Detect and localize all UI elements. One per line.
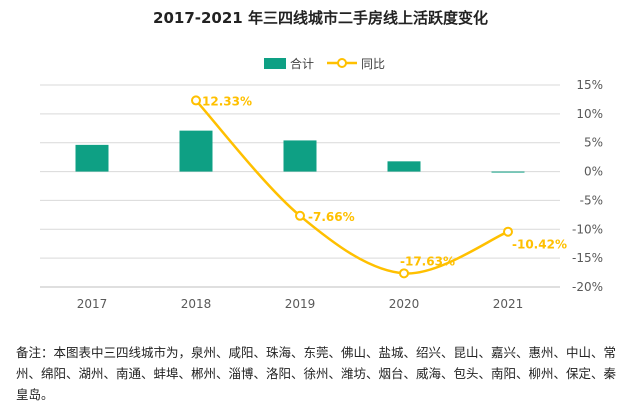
footnote: 备注：本图表中三四线城市为，泉州、咸阳、珠海、东莞、佛山、盐城、绍兴、昆山、嘉兴… — [16, 342, 628, 405]
bar-series — [75, 130, 525, 173]
y-tick-label: 10% — [576, 107, 603, 121]
bar — [387, 161, 421, 172]
x-tick-label: 2020 — [389, 297, 420, 311]
data-label: -10.42% — [512, 238, 567, 252]
y-tick-label: 5% — [584, 136, 603, 150]
line-point — [295, 210, 305, 221]
bar — [179, 130, 213, 172]
legend-label: 同比 — [361, 57, 385, 71]
legend-swatch-bar — [264, 58, 286, 69]
data-label: -17.63% — [400, 254, 455, 268]
line-series — [191, 95, 513, 279]
gridlines — [40, 84, 560, 288]
line-point — [191, 95, 201, 106]
x-axis-ticks: 2017 2018 2019 2020 2021 — [40, 286, 560, 311]
y-tick-label: -20% — [572, 280, 603, 294]
legend-swatch-point — [337, 58, 347, 68]
footnote-prefix: 备注： — [16, 345, 54, 360]
x-tick-label: 2018 — [181, 297, 212, 311]
y-tick-label: -5% — [580, 193, 603, 207]
bar — [75, 144, 109, 172]
data-label: -7.66% — [308, 210, 355, 224]
bar — [283, 140, 317, 172]
bar — [491, 171, 525, 173]
y-tick-label: -15% — [572, 251, 603, 265]
legend-label: 合计 — [290, 56, 314, 71]
x-tick-label: 2021 — [493, 297, 524, 311]
legend: 合计 同比 — [264, 56, 385, 71]
x-tick-label: 2019 — [285, 297, 316, 311]
data-label: 12.33% — [202, 94, 252, 108]
line-point — [399, 268, 409, 279]
y-tick-label: 0% — [584, 165, 603, 179]
footnote-text: 本图表中三四线城市为，泉州、咸阳、珠海、东莞、佛山、盐城、绍兴、昆山、嘉兴、惠州… — [16, 345, 617, 402]
data-labels: 12.33% -7.66% -17.63% -10.42% — [202, 94, 567, 268]
x-tick-label: 2017 — [77, 297, 108, 311]
chart-title: 2017-2021 年三四线城市二手房线上活跃度变化 — [153, 9, 488, 27]
chart: 12.33%-7.66%-17.63%-10.42% 2017 2018 2019 2… — [40, 56, 603, 311]
line-point — [503, 226, 513, 237]
y-tick-label: 15% — [576, 78, 603, 92]
yoy-line — [195, 99, 509, 275]
y-axis-ticks: 15% 10% 5% 0% -5% -10% -15% -20% — [572, 78, 603, 294]
y-tick-label: -10% — [572, 222, 603, 236]
